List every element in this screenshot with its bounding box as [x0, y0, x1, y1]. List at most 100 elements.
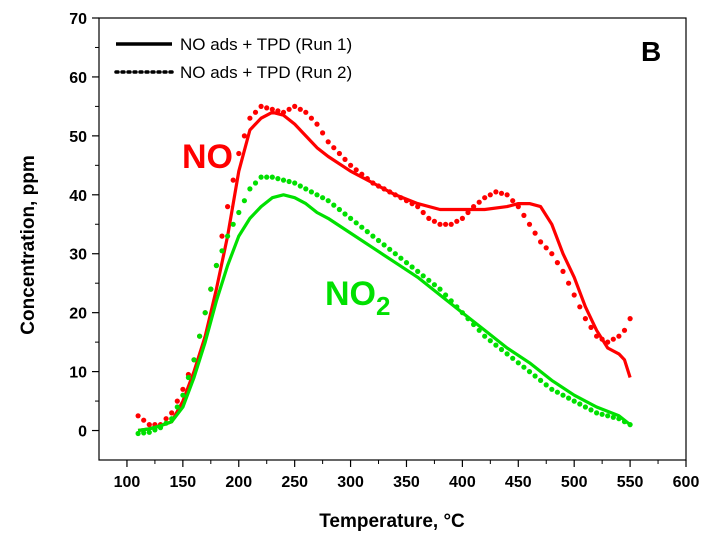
series-no-run2-point — [252, 109, 259, 115]
series-no-run2-point — [554, 260, 561, 266]
series-no-run2-point — [135, 413, 141, 419]
series-no-run2-point — [342, 156, 348, 162]
series-no-run2-point — [498, 190, 505, 196]
series-no2-run2-point — [230, 221, 236, 227]
series-no2-run2-point — [213, 262, 219, 269]
y-tick-label-60: 60 — [69, 70, 87, 87]
series-no-run2-point — [219, 233, 225, 239]
y-tick-label-70: 70 — [69, 11, 87, 28]
series-no-run2-point — [286, 106, 292, 112]
series-no-run2-point — [297, 106, 303, 112]
series-no-run2-point — [571, 292, 577, 298]
series-no2-run2-point — [146, 429, 152, 435]
series-no2-run2-point — [236, 209, 242, 216]
series-no-run2-point — [398, 195, 404, 201]
series-no2-run2-point — [353, 220, 359, 226]
series-no-run2-point — [314, 121, 320, 127]
series-no2-run2-point — [375, 237, 382, 244]
series-no2-run2-point — [510, 355, 516, 361]
series-no2-run2-point — [241, 198, 247, 204]
series-no2-run2-point — [331, 202, 337, 208]
series-no-run2-point — [599, 336, 605, 342]
series-no-run2-point — [426, 215, 432, 221]
series-no2-run2-point — [269, 174, 275, 180]
series-no-run2-point — [515, 204, 521, 210]
series-no2-run2-point — [532, 373, 538, 379]
series-no2-run2-point — [582, 404, 589, 410]
series-no-run2-point — [280, 109, 287, 115]
series-no-run2-point — [621, 327, 628, 333]
y-tick-label-40: 40 — [69, 188, 87, 205]
series-no2-run2-point — [526, 369, 533, 375]
series-no-run2-point — [549, 251, 555, 257]
series-no2-run2-point — [381, 242, 387, 248]
series-no2-run2-point — [303, 186, 309, 192]
series-no2-run2-point — [498, 346, 505, 353]
series-no2-run2-point — [325, 198, 331, 204]
series-no-run2-point — [225, 204, 231, 210]
series-no2-run2-point — [610, 414, 616, 420]
series-no-run2-point — [303, 109, 309, 115]
axis-ticks: 100 150 200 250 300 350 400 450 500 550 6000102030… — [69, 11, 699, 491]
series-no2-run2-point — [163, 420, 169, 426]
series-no-run2-point — [375, 183, 382, 189]
series-no-run1-line — [137, 110, 632, 433]
series-no-run2-point — [370, 180, 376, 186]
series-no-run2-point — [169, 410, 175, 416]
series-no2-run2-point — [135, 430, 141, 437]
series-no2-run2-point — [320, 195, 326, 201]
series-no-run2-point — [510, 198, 516, 204]
series-no2-run2-point — [454, 304, 460, 310]
series-no2-run2-point — [476, 327, 482, 333]
series-no-run2-point — [627, 316, 633, 322]
series-no2-run2-point — [621, 419, 628, 425]
series-group — [135, 103, 633, 437]
series-no2-run2-point — [543, 382, 549, 388]
series-no2-run2-point — [364, 229, 370, 235]
x-tick-label-600: 600 — [673, 474, 700, 491]
series-no2-run2-point — [437, 286, 443, 292]
series-no2-run2-point — [627, 422, 633, 428]
series-no2-run2-point — [157, 425, 164, 431]
series-no2-run2-point — [566, 395, 572, 401]
series-no-run2-point — [387, 189, 393, 195]
series-no2-run2-point — [308, 189, 314, 195]
series-no2-run2-point — [594, 410, 600, 416]
x-tick-label-550: 550 — [617, 474, 644, 491]
series-no-run2-point — [538, 239, 544, 245]
series-no-run2-point — [359, 171, 365, 177]
series-no-run2-point — [331, 145, 337, 151]
y-axis-title: Concentration, ppm — [18, 155, 39, 334]
series-label-no2-main: NO — [325, 275, 376, 313]
series-no-run2-point — [269, 106, 275, 112]
series-no-run2-point — [325, 139, 331, 145]
series-no2-run2-point — [571, 398, 577, 404]
series-no2-run2-point — [448, 298, 454, 304]
series-no-run2-point — [292, 103, 298, 109]
series-no-run2-point — [577, 304, 583, 310]
series-no-run2-point — [465, 209, 471, 216]
series-no2-run2-point — [431, 282, 437, 288]
series-no-run2-point — [146, 422, 152, 428]
x-tick-label-400: 400 — [449, 474, 476, 491]
series-no2-run2-point — [348, 215, 354, 221]
series-no-run2-point — [403, 198, 410, 204]
series-no-run2-point — [258, 103, 264, 109]
series-no-run2-point — [526, 221, 533, 227]
y-tick-label-30: 30 — [69, 247, 87, 264]
series-no-run2-point — [493, 189, 499, 195]
series-no-run2 — [135, 103, 633, 428]
series-no-run2-point — [476, 199, 482, 205]
series-no-run2-point — [594, 333, 600, 339]
x-tick-label-350: 350 — [393, 474, 420, 491]
series-no-run2-point — [610, 336, 616, 342]
series-no2-run2-point — [577, 401, 583, 407]
series-no2-run2-point — [297, 183, 303, 189]
series-no-run2-point — [459, 215, 465, 221]
legend-label-run1: NO ads + TPD (Run 1) — [180, 35, 352, 54]
series-no2-run2-point — [599, 411, 605, 417]
series-no-run2-point — [353, 167, 359, 173]
series-no2-run2-point — [560, 392, 566, 398]
series-no-run2-point — [420, 209, 426, 216]
